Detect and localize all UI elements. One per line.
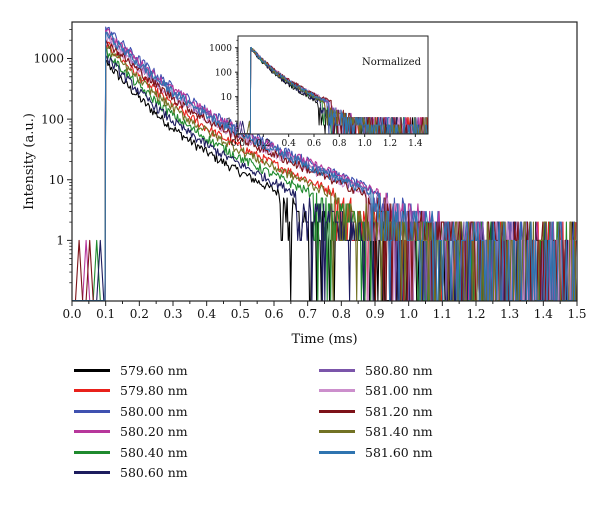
main-x-tick-label: 1.1 <box>433 307 452 321</box>
legend-swatch <box>74 409 110 413</box>
main-x-tick-label: 0.2 <box>130 307 149 321</box>
main-y-tick-label: 10 <box>49 173 64 187</box>
main-x-tick-label: 0.9 <box>365 307 384 321</box>
main-x-tick-label: 0.5 <box>231 307 250 321</box>
legend-swatch <box>319 409 355 413</box>
legend-item: 580.20 nm <box>74 422 188 443</box>
legend-column-left: 579.60 nm 579.80 nm 580.00 nm 580.20 nm 580.… <box>74 360 188 483</box>
legend-label: 580.80 nm <box>365 362 433 378</box>
legend-swatch <box>319 368 355 372</box>
inset-x-tick-label: 1.0 <box>358 139 373 149</box>
main-y-tick-label: 1000 <box>33 52 64 66</box>
inset-x-tick-label: 0.0 <box>231 139 246 149</box>
main-x-tick-label: 0.3 <box>163 307 182 321</box>
legend-swatch <box>74 471 110 475</box>
main-x-tick-label: 0.1 <box>96 307 115 321</box>
inset-normalized-label: Normalized <box>362 57 422 68</box>
legend-swatch <box>74 450 110 454</box>
legend-column-right: 580.80 nm 581.00 nm 581.20 nm 581.40 nm 581.… <box>319 360 433 463</box>
main-series-line-11 <box>72 31 576 301</box>
legend-swatch <box>74 368 110 372</box>
inset-y-tick-label: 1000 <box>209 44 232 54</box>
inset-x-tick-label: 0.2 <box>256 139 270 149</box>
legend-item: 579.60 nm <box>74 360 188 381</box>
inset-y-tick-label: 100 <box>215 68 232 78</box>
legend-swatch <box>74 430 110 434</box>
main-series-line-9 <box>72 39 577 301</box>
legend-item: 580.00 nm <box>74 401 188 422</box>
y-axis-label: Intensity (a.u.) <box>22 113 37 210</box>
legend-item: 580.80 nm <box>319 360 433 381</box>
legend-label: 581.00 nm <box>365 383 433 399</box>
inset-x-tick-label: 1.2 <box>383 139 397 149</box>
legend-swatch <box>319 389 355 393</box>
main-y-tick-label: 100 <box>41 112 64 126</box>
legend-label: 580.40 nm <box>120 444 188 460</box>
main-x-tick-label: 0.7 <box>298 307 317 321</box>
main-x-tick-label: 1.5 <box>567 307 586 321</box>
x-axis-label: Time (ms) <box>291 332 357 347</box>
legend-item: 581.40 nm <box>319 422 433 443</box>
legend-item: 581.00 nm <box>319 381 433 402</box>
legend-label: 581.60 nm <box>365 444 433 460</box>
decay-chart: 0.0 0.1 0.2 0.3 0.4 0.5 0.6 0.7 0.8 0.9 1.0 1.1 1.2 1… <box>22 21 587 347</box>
inset-y-tick-label: 1 <box>226 117 232 127</box>
legend-swatch <box>319 450 355 454</box>
inset-y-tick-label: 10 <box>221 93 233 103</box>
inset-x-tick-label: 0.4 <box>282 139 297 149</box>
main-x-tick-label: 0.4 <box>197 307 216 321</box>
main-x-tick-label: 1.4 <box>534 307 553 321</box>
legend-label: 580.00 nm <box>120 403 188 419</box>
legend-label: 580.60 nm <box>120 465 188 481</box>
legend-item: 581.20 nm <box>319 401 433 422</box>
legend-swatch <box>319 430 355 434</box>
legend-label: 581.40 nm <box>365 424 433 440</box>
inset-plot: 0.0 0.2 0.4 0.6 0.8 1.0 1.2 1.4 1 10 100 1000 Normal… <box>209 35 429 149</box>
inset-x-tick-label: 0.6 <box>307 139 322 149</box>
main-x-tick-label: 0.6 <box>264 307 283 321</box>
inset-x-tick-label: 0.8 <box>332 139 347 149</box>
main-y-tick-label: 1 <box>56 234 64 248</box>
legend-item: 580.60 nm <box>74 463 188 484</box>
main-x-tick-label: 1.0 <box>399 307 418 321</box>
main-x-tick-label: 1.3 <box>500 307 519 321</box>
legend-item: 580.40 nm <box>74 442 188 463</box>
legend: 579.60 nm 579.80 nm 580.00 nm 580.20 nm 580.… <box>74 360 544 500</box>
legend-label: 579.80 nm <box>120 383 188 399</box>
legend-swatch <box>74 389 110 393</box>
main-x-tick-label: 1.2 <box>466 307 485 321</box>
inset-series-line-11 <box>238 46 428 134</box>
main-x-tick-label: 0.0 <box>62 307 81 321</box>
legend-label: 580.20 nm <box>120 424 188 440</box>
inset-x-tick-label: 1.4 <box>408 139 423 149</box>
legend-label: 581.20 nm <box>365 403 433 419</box>
main-series-line-10 <box>72 45 577 301</box>
legend-label: 579.60 nm <box>120 362 188 378</box>
legend-item: 579.80 nm <box>74 381 188 402</box>
legend-item: 581.60 nm <box>319 442 433 463</box>
main-x-tick-label: 0.8 <box>332 307 351 321</box>
